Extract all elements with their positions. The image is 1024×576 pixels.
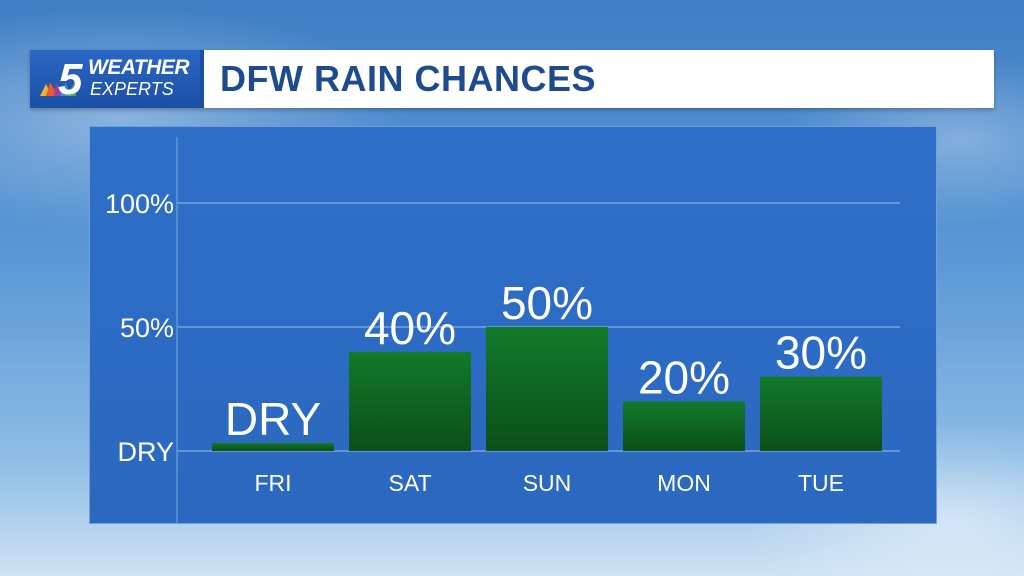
- y-tick-label: 100%: [105, 189, 174, 219]
- y-tick-label: 50%: [120, 313, 174, 343]
- y-tick-label: DRY: [117, 437, 174, 467]
- chart-panel: DRY 50% 100% DRY FRI 40% SAT 50% SUN 20% MON 30% TUE: [89, 126, 937, 524]
- header-banner: 5 WEATHER EXPERTS DFW RAIN CHANCES: [30, 50, 994, 108]
- logo-weather-text: WEATHER: [88, 56, 190, 79]
- data-label: 40%: [364, 302, 456, 354]
- data-label: 50%: [501, 277, 593, 329]
- svg-text:5: 5: [58, 56, 83, 102]
- bar-sat: [349, 351, 471, 451]
- logo-divider: [200, 50, 204, 108]
- data-label: DRY: [225, 393, 321, 445]
- bar-mon: [623, 401, 745, 451]
- bar-sun: [486, 327, 608, 451]
- x-tick-label: FRI: [254, 470, 291, 496]
- nbc5-logo: 5 WEATHER EXPERTS: [30, 50, 200, 108]
- bar-fri: [212, 443, 334, 451]
- x-tick-label: SUN: [523, 470, 572, 496]
- data-label: 20%: [638, 351, 730, 403]
- x-tick-label: TUE: [798, 470, 844, 496]
- data-label: 30%: [775, 327, 867, 379]
- rain-chance-chart: DRY 50% 100% DRY FRI 40% SAT 50% SUN 20% MON 30% TUE: [105, 137, 900, 523]
- page-title: DFW RAIN CHANCES: [220, 58, 596, 99]
- x-tick-label: MON: [657, 470, 711, 496]
- logo-experts-text: EXPERTS: [90, 79, 174, 99]
- x-tick-label: SAT: [388, 470, 431, 496]
- nbc-peacock-five-icon: 5: [40, 56, 83, 102]
- bar-tue: [760, 376, 882, 451]
